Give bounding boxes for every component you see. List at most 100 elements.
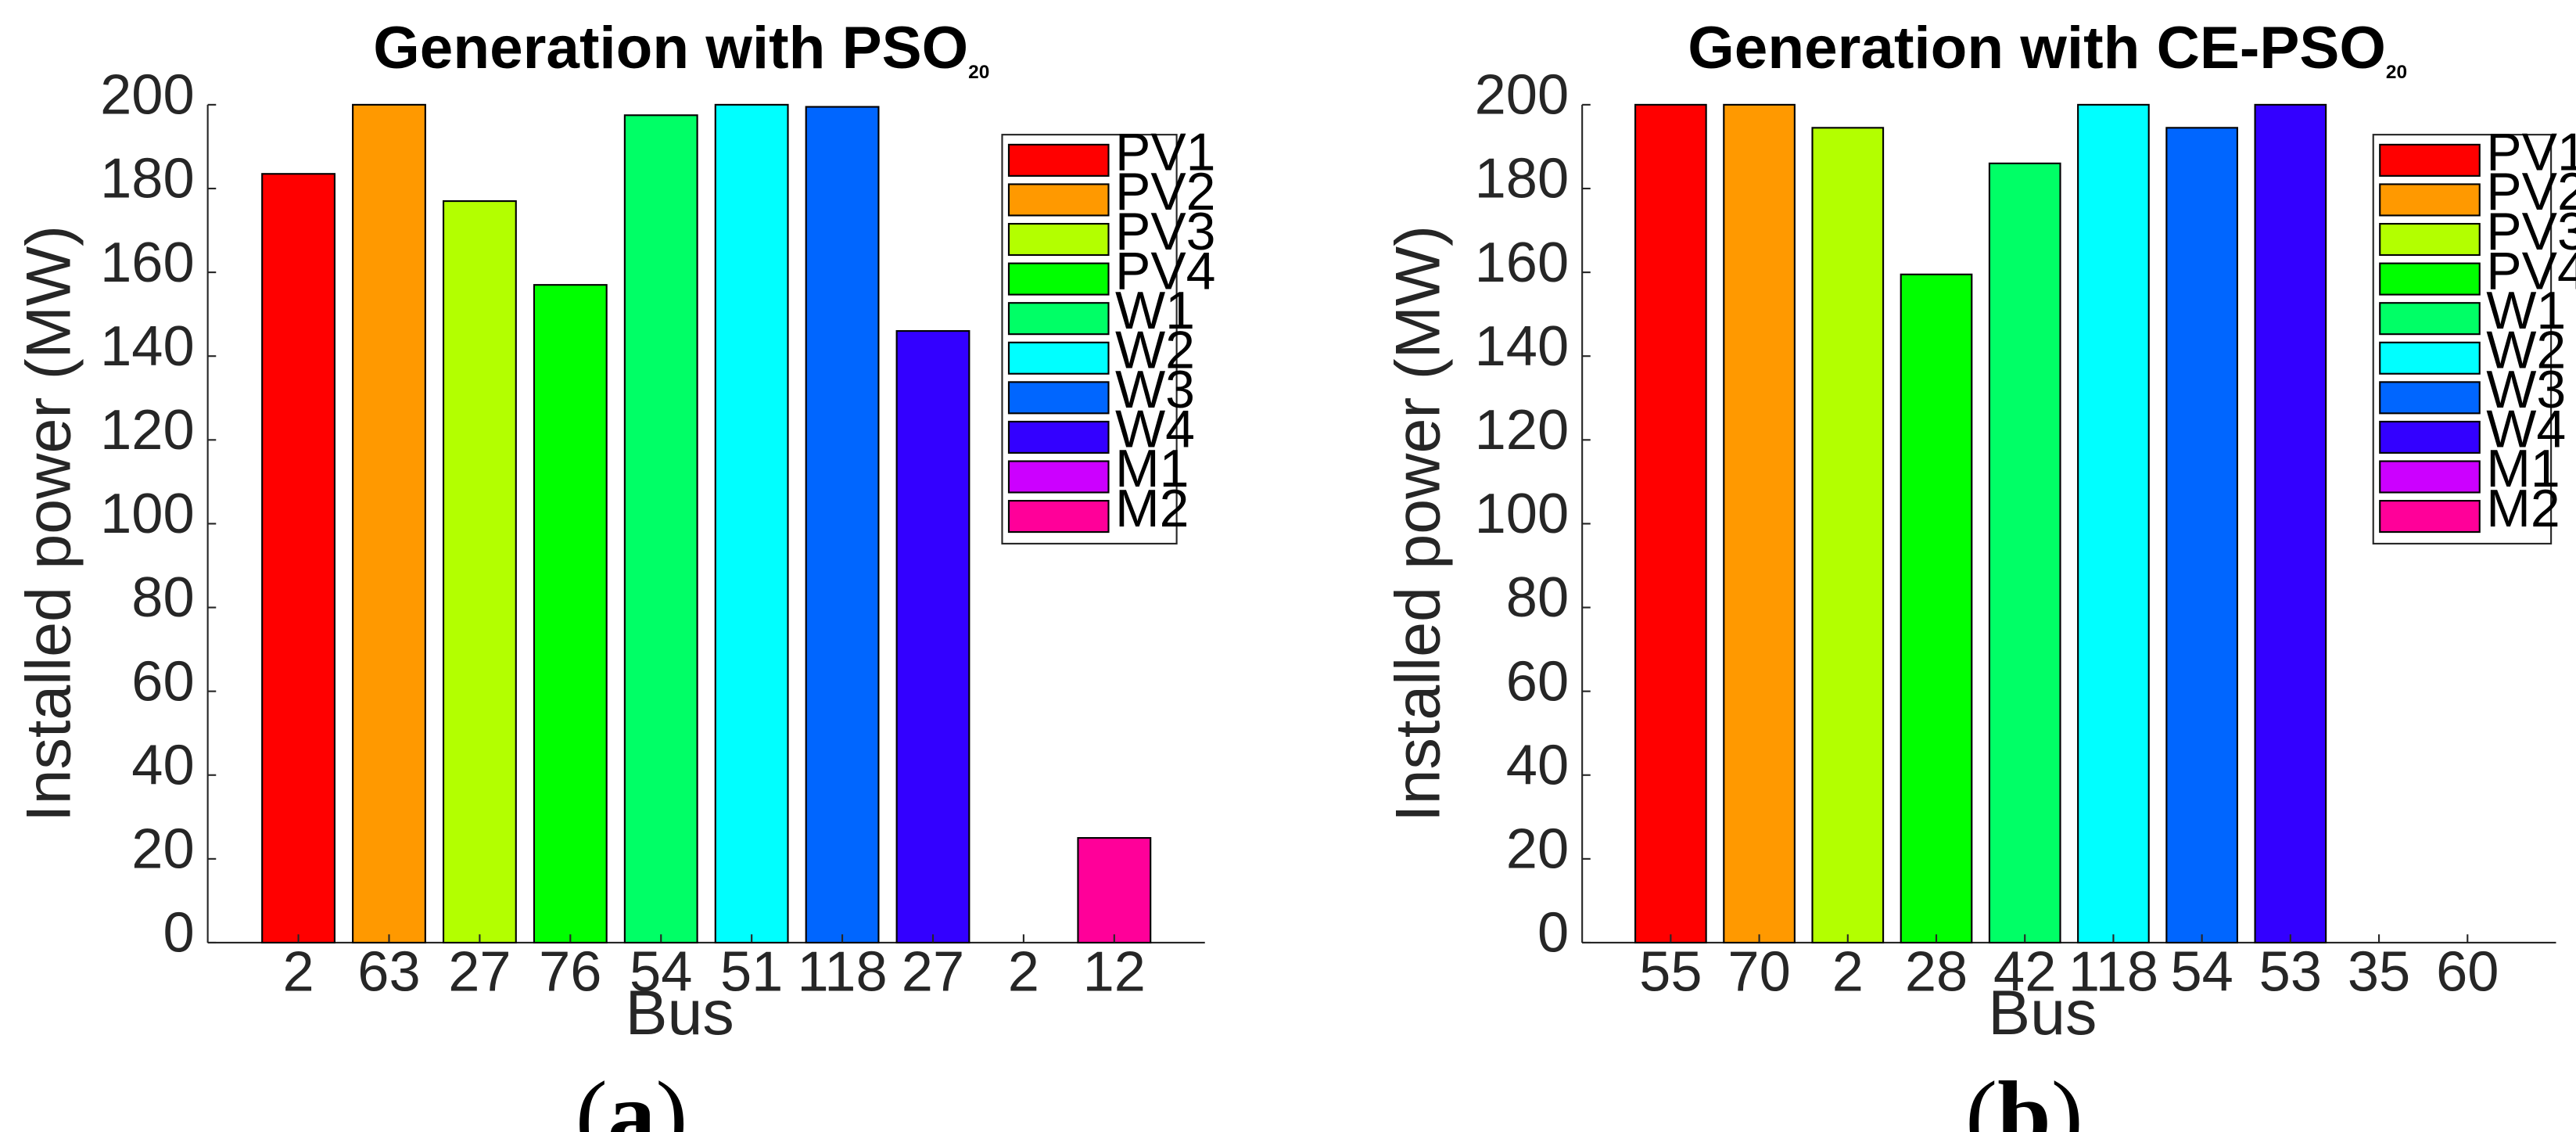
x-tick-label: 35 [2348,941,2410,1004]
legend-label: W4 [2486,400,2566,459]
legend-label: W2 [1115,321,1195,380]
chart-title-main: Generation with CE-PSO [1688,15,2386,81]
x-tick-label: 54 [630,941,692,1004]
bar-w4 [2254,103,2327,944]
bar-w3 [2165,127,2238,944]
y-tick-label: 200 [1475,64,1570,127]
x-tick-label: 118 [2068,941,2158,1004]
bar-pv3 [1811,127,1885,944]
legend-label: PV2 [1115,162,1216,221]
bar-pv4 [1900,273,1973,944]
bar-w2 [714,103,789,944]
caption-open-paren: ( [576,1061,608,1132]
x-tick-label: 28 [1905,941,1968,1004]
legend-label: PV1 [1115,123,1216,182]
x-tick-label: 2 [282,941,314,1004]
legend-swatch-w4 [1007,420,1110,454]
y-tick-label: 180 [100,148,195,210]
x-tick-label: 70 [1727,941,1790,1004]
legend-label: W3 [1115,360,1195,419]
legend-label: M1 [2486,439,2560,498]
legend-swatch-m1 [1007,460,1110,494]
bar-pv4 [533,284,608,944]
x-tick-label: 27 [902,941,964,1004]
y-tick-label: 160 [1475,232,1570,294]
legend-swatch-pv3 [1007,222,1110,257]
y-tick-label: 200 [100,64,195,127]
legend-label: W2 [2486,321,2566,380]
x-axis-label: Bus [1988,978,2097,1048]
x-tick-label: 2 [1832,941,1864,1004]
x-tick-label: 54 [2170,941,2233,1004]
x-axis-label: Bus [626,978,734,1048]
y-tick-label: 20 [1506,818,1569,881]
legend-swatch-pv2 [1007,183,1110,217]
legend-swatch-m2 [1007,500,1110,534]
legend-swatch-m2 [2379,500,2481,534]
y-tick-label: 40 [1506,734,1569,796]
bar-w2 [2077,103,2150,944]
bar-w3 [805,106,880,944]
legend-swatch-pv1 [1007,143,1110,177]
chart-title: Generation with PSO20 [373,15,989,83]
legend-label: M2 [1115,479,1189,538]
legend-label: PV1 [2486,123,2576,182]
caption-letter: b [1997,1061,2051,1132]
legend-swatch-w1 [1007,302,1110,336]
x-tick-label: 76 [539,941,601,1004]
y-tick-label: 40 [131,734,194,796]
legend-swatch-w3 [2379,381,2481,415]
legend-swatch-pv4 [2379,262,2481,296]
panel-caption: (b) [1965,1061,2083,1132]
legend-swatch-pv1 [2379,143,2481,177]
legend-label: PV3 [1115,202,1216,261]
x-tick-label: 51 [720,941,783,1004]
legend-swatch-pv4 [1007,262,1110,296]
legend-label: W1 [1115,281,1195,340]
y-tick-label: 100 [100,483,195,545]
bar-w1 [623,114,698,944]
caption-close-paren: ) [655,1061,687,1132]
chart-title: Generation with CE-PSO20 [1688,15,2407,83]
legend-label: M1 [1115,439,1189,498]
bar-pv3 [442,199,517,944]
legend-swatch-pv3 [2379,222,2481,257]
x-tick-label: 27 [448,941,511,1004]
y-tick-label: 60 [131,650,194,713]
bar-w1 [1988,162,2061,944]
y-tick-label: 0 [163,902,194,965]
legend-swatch-w4 [2379,420,2481,454]
y-axis-label: Installed power (MW) [1383,225,1453,822]
y-axis-label: Installed power (MW) [13,225,84,822]
legend-label: PV2 [2486,162,2576,221]
x-tick-label: 63 [357,941,420,1004]
bar-pv2 [352,103,426,944]
y-tick-label: 0 [1537,902,1569,965]
y-tick-label: 140 [100,315,195,378]
x-tick-label: 60 [2436,941,2499,1004]
x-tick-label: 42 [1993,941,2056,1004]
caption-close-paren: ) [2051,1061,2083,1132]
x-tick-label: 53 [2259,941,2322,1004]
legend-label: M2 [2486,479,2560,538]
bar-w4 [895,330,970,944]
bar-pv2 [1723,103,1796,944]
legend-swatch-w2 [1007,341,1110,375]
panel-caption: (a) [576,1061,688,1132]
legend-swatch-w1 [2379,302,2481,336]
chart-title-main: Generation with PSO [373,15,968,81]
bar-pv1 [261,173,335,944]
legend-label: PV3 [2486,202,2576,261]
legend-swatch-m1 [2379,460,2481,494]
legend-label: W1 [2486,281,2566,340]
chart-title-subscript: 20 [2386,62,2407,83]
y-tick-label: 80 [131,566,194,629]
legend-swatch-w2 [2379,341,2481,375]
legend-label: W3 [2486,360,2566,419]
legend-label: W4 [1115,400,1195,459]
